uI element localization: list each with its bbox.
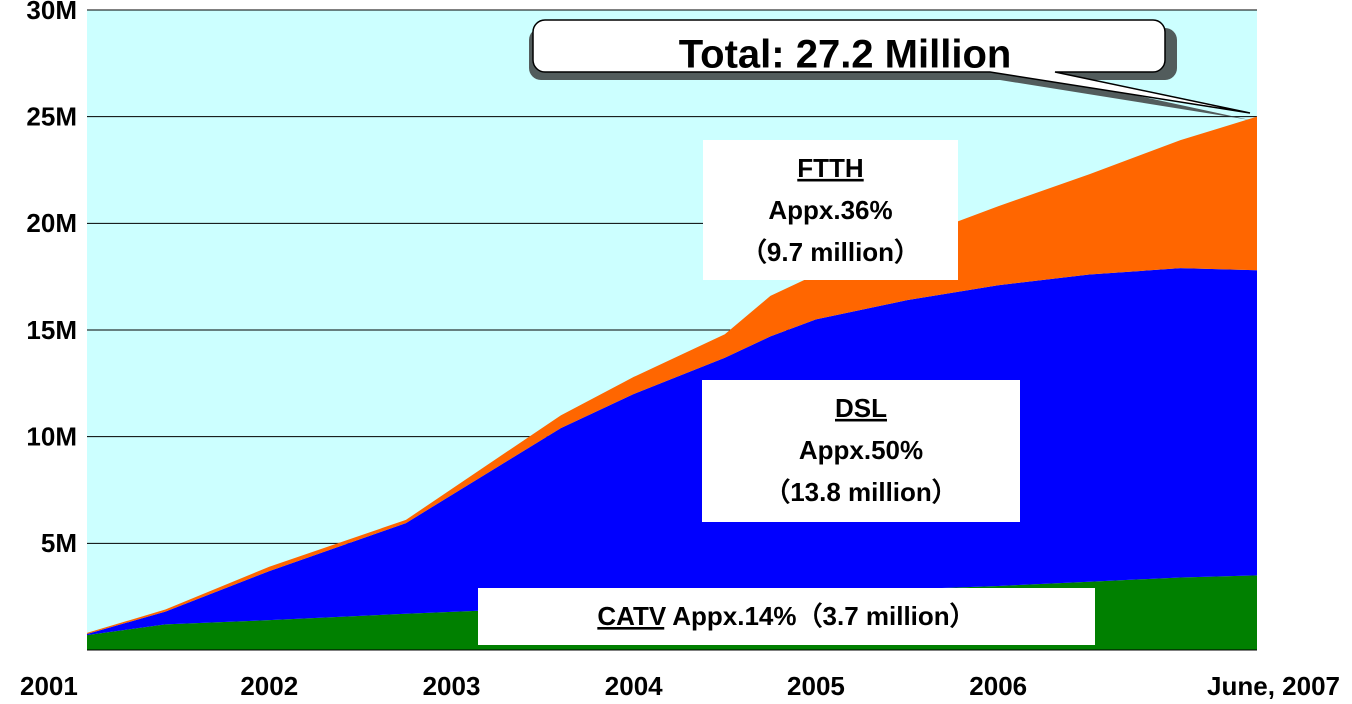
x-tick-label: June, 2007 xyxy=(1207,671,1340,701)
series-amount: （3.7 million） xyxy=(797,601,976,631)
y-tick-label: 25M xyxy=(26,102,77,132)
y-tick-label: 30M xyxy=(26,0,77,25)
callout-bubble xyxy=(532,19,1251,114)
x-tick-label: 2004 xyxy=(605,671,663,701)
series-name: CATV xyxy=(597,601,667,631)
series-amount: （13.8 million） xyxy=(764,477,958,507)
series-name: DSL xyxy=(835,393,887,423)
area xyxy=(87,268,1257,636)
y-tick-label: 15M xyxy=(26,315,77,345)
series-share: Appx.36% xyxy=(768,195,892,225)
area xyxy=(87,116,1257,634)
series-name: FTTH xyxy=(797,153,863,183)
y-tick-label: 5M xyxy=(41,528,77,558)
series-share: Appx.50% xyxy=(799,435,923,465)
x-tick-label: 2003 xyxy=(423,671,481,701)
x-tick-label: 2002 xyxy=(240,671,298,701)
series-label-box xyxy=(478,588,1095,645)
series-share: Appx.14% xyxy=(672,601,796,631)
y-tick-label: 20M xyxy=(26,208,77,238)
callout-text: Total: 27.2 Million xyxy=(679,33,1012,77)
y-tick-label: 10M xyxy=(26,422,77,452)
series-label-box xyxy=(703,140,958,280)
series-label-box xyxy=(702,380,1020,522)
series-label: CATV Appx.14%（3.7 million） xyxy=(597,601,975,631)
x-tick-label: 2001 xyxy=(20,671,78,701)
series-amount: （9.7 million） xyxy=(741,237,920,267)
x-tick-label: 2005 xyxy=(787,671,845,701)
x-tick-label: 2006 xyxy=(969,671,1027,701)
